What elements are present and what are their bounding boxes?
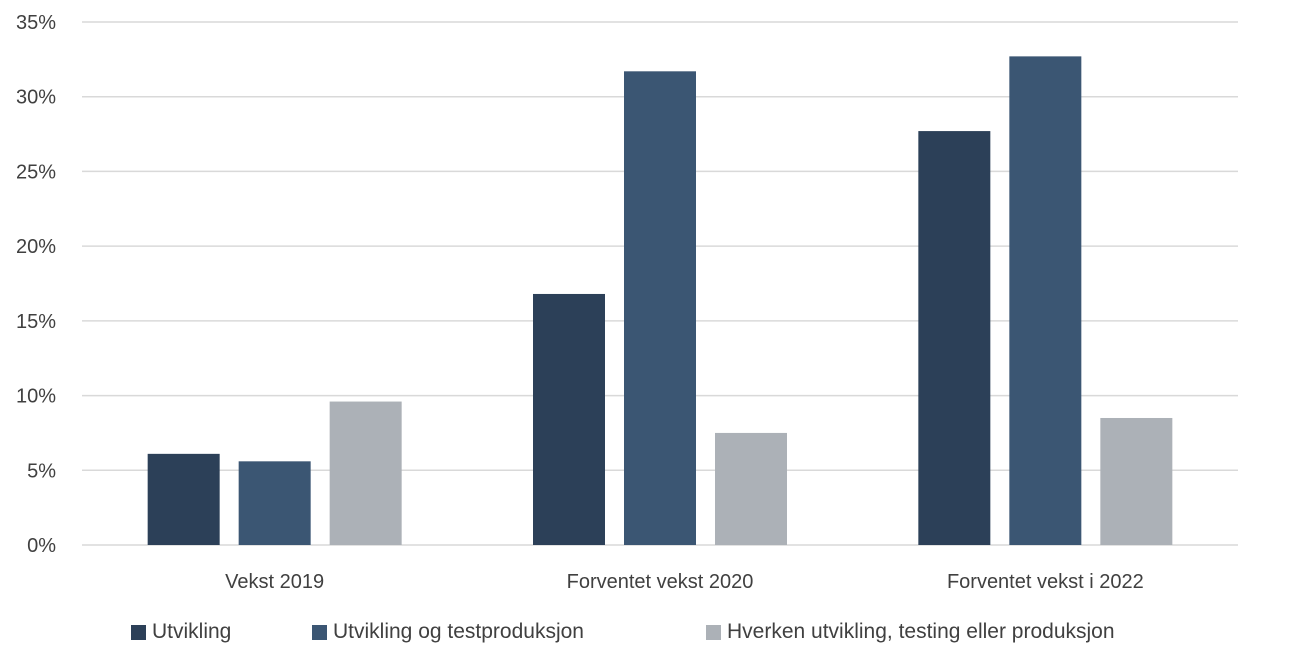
bar [147,453,220,545]
legend-swatch-utvikling [131,624,146,640]
legend-label-utvikling: Utvikling [152,620,232,643]
x-axis-category-labels: Vekst 2019 Forventet vekst 2020 Forventet … [225,571,1144,593]
y-tick-label: 10% [16,386,56,408]
legend-label-utvikling-og-testproduksjon: Utvikling og testproduksjon [333,620,584,643]
legend-swatch-hverken [706,624,721,640]
bar [329,401,402,545]
y-tick-label: 5% [27,460,56,482]
bar [1100,417,1173,545]
x-category-label: Vekst 2019 [225,571,324,593]
y-tick-label: 25% [16,161,56,183]
bar [533,293,605,545]
y-tick-label: 0% [27,535,56,557]
legend: Utvikling Utvikling og testproduksjon Hv… [0,620,1295,650]
bar-chart: 0% 5% 10% 15% 20% 25% 30% 35% Vekst 2019 Forvent… [16,12,1238,593]
y-tick-label: 30% [16,87,56,109]
y-axis-tick-labels: 0% 5% 10% 15% 20% 25% 30% 35% [16,12,56,557]
legend-swatch-utvikling-og-testproduksjon [312,624,327,640]
x-category-label: Forventet vekst i 2022 [947,571,1144,593]
legend-label-hverken: Hverken utvikling, testing eller produks… [727,620,1115,643]
bars [147,56,1173,546]
bar [624,71,696,545]
bar [918,131,991,545]
legend-item-hverken: Hverken utvikling, testing eller produks… [706,620,1115,644]
legend-item-utvikling-og-testproduksjon: Utvikling og testproduksjon [312,620,584,644]
bar [1009,56,1082,546]
x-category-label: Forventet vekst 2020 [567,571,754,593]
bar [715,432,787,545]
y-tick-label: 20% [16,236,56,258]
bar [238,461,311,545]
legend-item-utvikling: Utvikling [131,620,231,644]
y-tick-label: 35% [16,12,56,34]
y-tick-label: 15% [16,311,56,333]
